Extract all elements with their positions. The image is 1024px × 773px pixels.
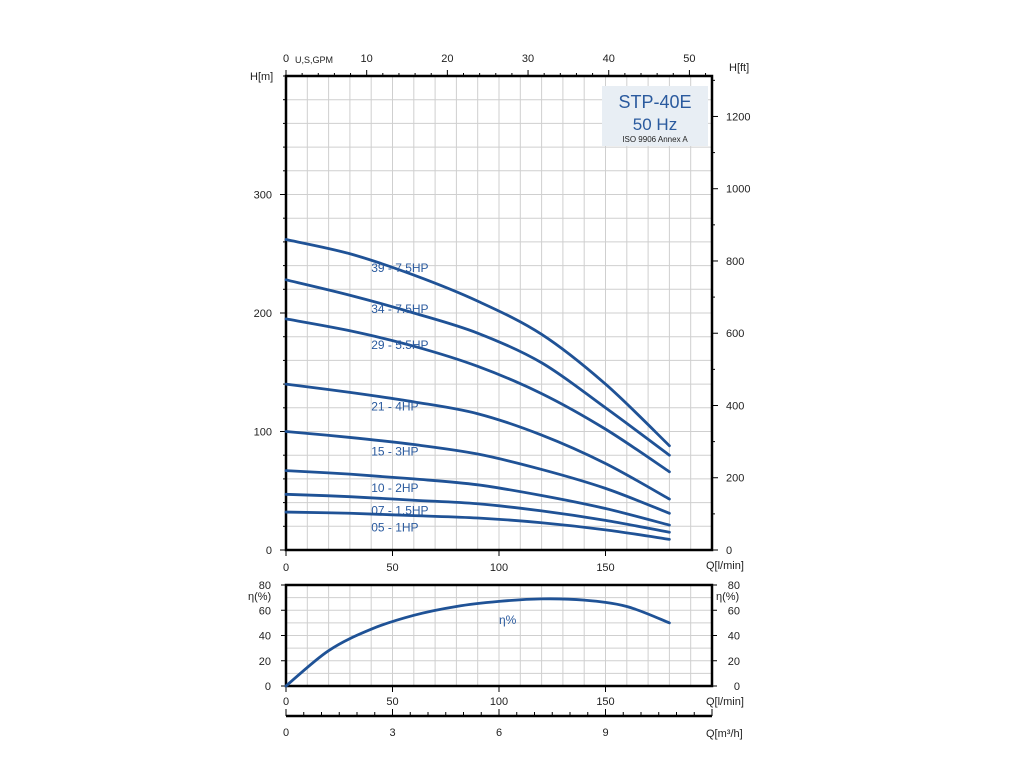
head-curves: 39 - 7.5HP 34 - 7.5HP 29 - 5.5HP 21 - 4HP 15… <box>284 238 671 541</box>
x-tick-label: 50 <box>386 562 398 574</box>
efficiency-curve <box>284 597 671 688</box>
y-right-tick-label: 1200 <box>726 111 750 123</box>
head-chart-grid <box>285 75 713 551</box>
y-right-tick-label: 200 <box>726 473 744 485</box>
eff-right-unit: η(%) <box>716 591 739 603</box>
eff-left-tick-label: 20 <box>259 656 271 668</box>
eff-right-tick-label: 80 <box>728 580 740 592</box>
head-curve-1 <box>284 278 671 457</box>
head-curve-0 <box>284 238 671 448</box>
head-curve-5 <box>284 469 671 527</box>
y-right-tick-label: 1000 <box>726 184 750 196</box>
gpm-tick-label: 30 <box>522 53 534 65</box>
eff-left-unit: η(%) <box>248 591 271 603</box>
m3h-tick-label: 0 <box>283 727 289 739</box>
y-left-tick-label: 200 <box>254 308 272 320</box>
eff-x-tick-label: 0 <box>283 696 289 708</box>
model-name: STP-40E <box>618 92 691 112</box>
head-curve-label: 21 - 4HP <box>371 399 418 413</box>
m3h-tick-label: 3 <box>389 727 395 739</box>
head-curve-label: 05 - 1HP <box>371 520 418 534</box>
m3h-tick-label: 9 <box>602 727 608 739</box>
eff-x-tick-label: 50 <box>386 696 398 708</box>
y-right-tick-label: 400 <box>726 400 744 412</box>
efficiency-curves: η% <box>284 597 671 688</box>
model-frequency: 50 Hz <box>633 115 677 134</box>
x-tick-label: 100 <box>490 562 508 574</box>
eff-x-tick-label: 100 <box>490 696 508 708</box>
efficiency-curve-label: η% <box>499 613 517 627</box>
gpm-unit: U,S,GPM <box>295 55 333 65</box>
head-curve-7 <box>284 510 671 541</box>
head-x-unit: Q[l/min] <box>706 560 744 572</box>
eff-left-tick-label: 40 <box>259 631 271 643</box>
head-curve-3 <box>284 382 671 501</box>
model-standard: ISO 9906 Annex A <box>622 135 688 144</box>
m3h-unit: Q[m³/h] <box>706 728 743 740</box>
y-right-tick-label: 800 <box>726 256 744 268</box>
head-curve-label: 34 - 7.5HP <box>371 302 428 316</box>
y-right-tick-label: 0 <box>726 545 732 557</box>
head-curve-label: 10 - 2HP <box>371 481 418 495</box>
head-curve-4 <box>284 430 671 515</box>
eff-right-tick-label: 60 <box>728 605 740 617</box>
eff-right-tick-label: 0 <box>734 681 740 693</box>
head-curve-label: 39 - 7.5HP <box>371 261 428 275</box>
y-left-tick-label: 300 <box>254 190 272 202</box>
head-curve-2 <box>284 317 671 474</box>
eff-right-tick-label: 40 <box>728 631 740 643</box>
eff-left-tick-label: 80 <box>259 580 271 592</box>
gpm-tick-label: 20 <box>441 53 453 65</box>
gpm-tick-label: 10 <box>361 53 373 65</box>
head-left-unit: H[m] <box>250 71 273 83</box>
head-curve-label: 29 - 5.5HP <box>371 338 428 352</box>
head-curve-label: 15 - 3HP <box>371 444 418 458</box>
eff-x-tick-label: 150 <box>596 696 614 708</box>
gpm-tick-label: 50 <box>683 53 695 65</box>
gpm-tick-label: 40 <box>603 53 615 65</box>
eff-left-tick-label: 60 <box>259 605 271 617</box>
gpm-tick-label: 0 <box>283 53 289 65</box>
y-left-tick-label: 100 <box>254 427 272 439</box>
m3h-tick-label: 6 <box>496 727 502 739</box>
model-badge <box>602 86 708 146</box>
eff-right-tick-label: 20 <box>728 656 740 668</box>
head-right-unit: H[ft] <box>729 62 749 74</box>
eff-x-unit: Q[l/min] <box>706 696 744 708</box>
y-left-tick-label: 0 <box>266 545 272 557</box>
y-right-tick-label: 600 <box>726 328 744 340</box>
head-curve-6 <box>284 492 671 534</box>
eff-left-tick-label: 0 <box>265 681 271 693</box>
x-tick-label: 0 <box>283 562 289 574</box>
x-tick-label: 150 <box>596 562 614 574</box>
